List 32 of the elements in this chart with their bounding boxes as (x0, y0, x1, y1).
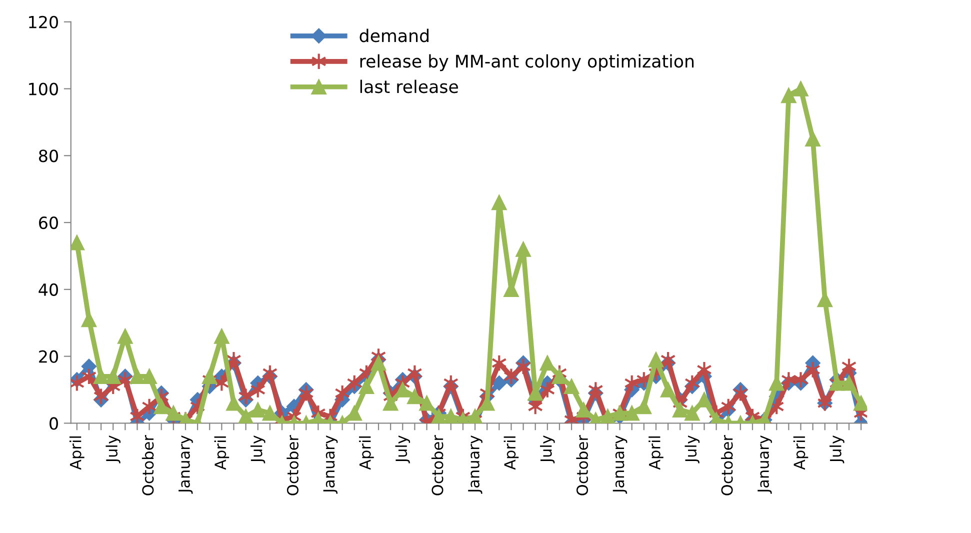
x-tick-label: July (540, 435, 555, 464)
y-tick-label: 40 (38, 283, 58, 296)
x-tick-label: October (576, 435, 588, 496)
x-tick-label: April (70, 436, 84, 470)
legend-label: last release (360, 80, 458, 94)
x-tick-label: July (684, 435, 700, 464)
x-tick-label: October (720, 435, 733, 496)
x-tick-label: October (286, 435, 298, 496)
x-tick-label: January (612, 435, 628, 494)
x-tick-label: January (178, 435, 193, 494)
x-tick-label: January (468, 435, 482, 494)
x-tick-label: July (250, 435, 266, 464)
x-tick-label: July (395, 435, 410, 464)
x-tick-label: April (504, 436, 519, 470)
x-tick-label: January (758, 435, 772, 494)
y-tick-label: 100 (29, 82, 58, 96)
x-tick-label: July (830, 435, 844, 464)
x-tick-label: April (793, 436, 808, 470)
x-tick-label: October (431, 435, 444, 496)
x-tick-label: April (214, 436, 230, 470)
y-tick-label: 120 (29, 16, 58, 28)
y-tick-label: 0 (50, 417, 58, 430)
legend-label: demand (360, 28, 428, 42)
x-tick-label: April (359, 436, 374, 470)
x-tick-label: October (142, 435, 154, 496)
y-tick-label: 80 (39, 150, 58, 162)
x-tick-label: January (323, 435, 338, 494)
y-tick-label: 60 (39, 216, 58, 230)
x-tick-label: July (106, 435, 120, 464)
y-tick-label: 20 (39, 350, 58, 363)
x-tick-label: April (648, 436, 664, 470)
legend-label: release by MM-ant colony optimization (360, 54, 694, 72)
